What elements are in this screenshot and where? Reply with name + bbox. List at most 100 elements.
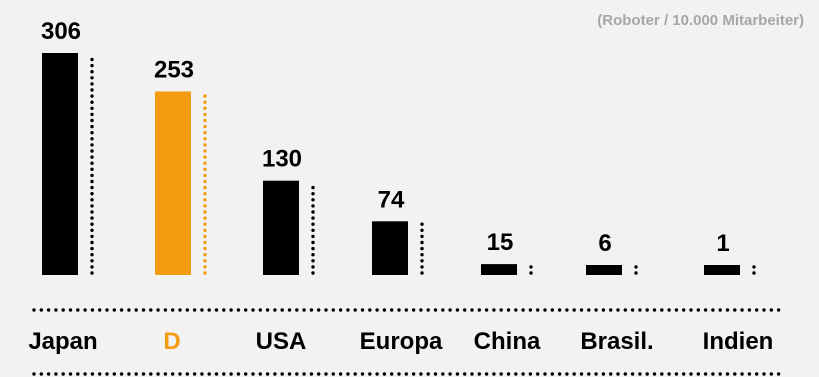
separator-dot [346, 308, 350, 312]
dot [90, 143, 94, 147]
dot [203, 216, 207, 220]
separator-dot [674, 372, 679, 376]
separator-dot [426, 308, 430, 312]
separator-dot [127, 372, 131, 376]
dot [311, 222, 315, 226]
separator-dot [382, 372, 387, 376]
separator-dot [594, 308, 598, 312]
separator-dot [98, 372, 102, 376]
separator-dot [163, 308, 168, 312]
category-label-2: USA [256, 328, 307, 355]
dot [90, 259, 94, 263]
separator-dot [419, 308, 423, 312]
separator-dot [149, 372, 153, 376]
dot [90, 173, 94, 178]
dot [90, 155, 94, 159]
dot [90, 88, 94, 92]
bar-dots-0 [90, 57, 94, 275]
separator-dot [258, 308, 262, 312]
separator-dot [382, 308, 387, 312]
bar-indien [704, 265, 740, 275]
dot [203, 185, 207, 190]
separator-dot [660, 372, 664, 376]
bar-usa [263, 180, 299, 275]
separator-dot [776, 308, 781, 312]
dot [203, 131, 207, 135]
separator-dot [127, 308, 131, 312]
separator-dot [455, 372, 460, 376]
separator-dot [32, 372, 36, 376]
separator-dot [616, 372, 620, 376]
dot [529, 271, 533, 275]
separator-dot [119, 372, 124, 376]
separator-dot [404, 372, 408, 376]
dot [203, 253, 207, 257]
separator-dot [346, 372, 350, 376]
separator-dot [90, 372, 95, 376]
separator-dot [280, 308, 284, 312]
bars-group: 306 253 130 74 15 6 1 [41, 18, 756, 275]
separator-dot [667, 372, 671, 376]
dot [203, 112, 207, 117]
dot [420, 222, 424, 226]
value-label-5: 6 [598, 230, 611, 257]
separator-dot [630, 308, 635, 312]
separator-dot [61, 372, 65, 376]
separator-dot [105, 372, 109, 376]
separator-dot [178, 372, 182, 376]
dotted-separator-bottom [32, 372, 781, 376]
separator-dot [171, 308, 175, 312]
separator-dot [338, 372, 343, 376]
separator-dot [141, 372, 146, 376]
dot [90, 124, 94, 129]
separator-dot [324, 372, 328, 376]
separator-dot [353, 308, 357, 312]
separator-dot [141, 308, 146, 312]
separator-dot [331, 372, 335, 376]
separator-dot [192, 308, 197, 312]
dot [203, 234, 207, 239]
separator-dot [112, 372, 117, 376]
separator-dot [594, 372, 598, 376]
separator-dot [455, 308, 460, 312]
dot [203, 124, 207, 129]
separator-dot [39, 308, 43, 312]
separator-dot [185, 308, 189, 312]
separator-dot [448, 372, 452, 376]
dot [90, 210, 94, 214]
dot [203, 94, 207, 98]
dot [311, 198, 315, 202]
dot [752, 265, 756, 269]
separator-dot [149, 308, 153, 312]
value-label-1: 253 [154, 56, 194, 83]
dot [90, 192, 94, 196]
separator-dot [579, 308, 584, 312]
separator-dot [222, 372, 226, 376]
separator-dot [214, 308, 219, 312]
separator-dot [755, 308, 759, 312]
dot [90, 222, 94, 226]
separator-dot [280, 372, 284, 376]
dot [311, 216, 315, 220]
separator-dot [740, 372, 744, 376]
dot [203, 246, 207, 251]
separator-dot [76, 308, 80, 312]
separator-dot [477, 308, 481, 312]
dot [420, 271, 424, 275]
separator-dot [441, 372, 445, 376]
dot [90, 94, 94, 98]
bar-d [155, 91, 191, 275]
dot [203, 137, 207, 141]
dot [203, 100, 207, 104]
separator-dot [601, 372, 606, 376]
separator-dot [762, 372, 766, 376]
separator-dot [470, 308, 474, 312]
dot [203, 265, 207, 269]
separator-dot [76, 372, 80, 376]
separator-dot [331, 308, 335, 312]
separator-dot [521, 372, 525, 376]
separator-dot [733, 308, 737, 312]
bar-japan [42, 53, 78, 275]
dot [90, 198, 94, 202]
